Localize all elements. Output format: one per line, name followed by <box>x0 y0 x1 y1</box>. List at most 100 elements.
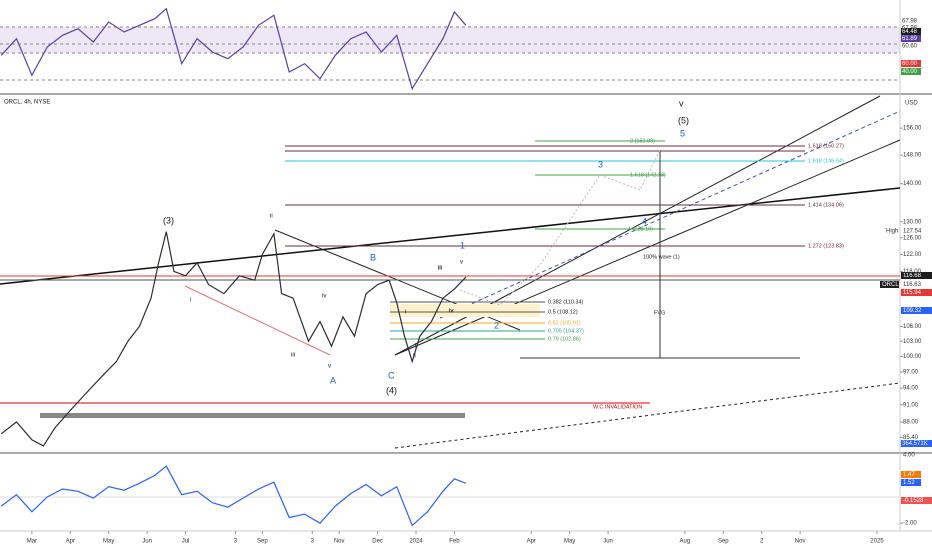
wave-label: A <box>330 375 336 385</box>
x-tick-label: Jul <box>182 539 190 545</box>
fib-label: 1.618 (142.13) <box>630 172 666 178</box>
x-tick-label: 2024 <box>409 539 423 545</box>
wave-label: 4 <box>642 216 647 226</box>
fib-label: 0.79 (102.86) <box>548 336 581 342</box>
wave-label: iv <box>449 309 453 315</box>
x-tick-label: Nov <box>334 539 345 545</box>
rsi-badge <box>901 28 921 35</box>
rsi-band <box>0 27 900 53</box>
fib-label: 2 (151.90) <box>630 138 655 144</box>
x-tick-label: Nov <box>795 539 806 545</box>
wave-label: iii <box>438 266 442 272</box>
fib-label: W.C INVALIDATION <box>593 404 642 410</box>
x-tick-label: Apr <box>527 539 536 545</box>
badge <box>901 289 932 296</box>
symbol-title: ORCL, 4h, NYSE <box>4 100 50 106</box>
x-tick-label: Sep <box>257 539 268 545</box>
wave-label: ii <box>413 354 416 360</box>
macd-label: 1.47 <box>903 472 915 478</box>
x-tick-label: 3 <box>311 539 315 545</box>
rsi-label: 60.60 <box>902 44 918 50</box>
y-tick-label: 118.00 <box>903 269 922 275</box>
fib-label: 0.382 (110.34) <box>548 299 584 305</box>
x-tick-label: 2025 <box>870 539 884 545</box>
x-tick-label: Aug <box>680 539 691 545</box>
wave-label: iii <box>291 353 295 359</box>
wave-label: (3) <box>163 215 174 225</box>
fib-label: 1.618 (146.64) <box>808 158 844 164</box>
fib-label: 1.618 (150.27) <box>808 143 844 149</box>
x-tick-label: May <box>103 539 114 545</box>
wave-label: i <box>190 298 191 304</box>
x-tick-label: Feb <box>449 539 460 545</box>
fib-label: FVG <box>654 310 665 316</box>
low-value: 115.94 <box>903 290 922 296</box>
drawings <box>0 95 901 449</box>
y-tick-label: 130.00 <box>903 219 922 225</box>
trendline <box>184 285 331 356</box>
rsi-label: 61.89 <box>902 36 918 42</box>
minor-waves: i ii iii iv v ii iii iv v i ii iii iv v <box>190 98 684 369</box>
badge <box>901 272 932 279</box>
fvg-zone <box>390 304 540 317</box>
ma-value: 109.32 <box>903 308 922 314</box>
wave-label: iv <box>322 294 326 300</box>
projection <box>459 149 661 306</box>
y-tick-label: 148.00 <box>903 153 922 159</box>
channel-line <box>439 110 901 319</box>
wave-label: v <box>679 98 684 108</box>
wave-label: B <box>370 252 376 262</box>
x-tick-label: Mar <box>27 539 37 545</box>
series-line <box>0 7 467 91</box>
x-tick-label: May <box>564 539 575 545</box>
wave-label: ii <box>270 214 273 220</box>
y-tick-label: 97.00 <box>903 370 919 376</box>
wave-label: iii <box>438 266 442 272</box>
badge <box>901 440 932 447</box>
wave-label: i <box>405 310 406 316</box>
macd-label: -0.1528 <box>903 498 924 504</box>
series-line <box>0 465 467 527</box>
fib-label: 1.272 (123.83) <box>808 243 844 249</box>
y-tick-label: -2.00 <box>903 521 917 527</box>
y-tick-label: 103.00 <box>903 339 922 345</box>
macd-label: 1.52 <box>903 480 915 486</box>
fib-label: 1.414 (134.06) <box>808 202 844 208</box>
badge <box>901 497 932 504</box>
fib-label: 1 (128.10) <box>628 226 653 232</box>
channel-line <box>394 382 901 449</box>
wave-label: iv <box>449 309 453 315</box>
x-tick-label: Sep <box>718 539 729 545</box>
wave-label: v <box>328 364 331 370</box>
x-tick-label: Dec <box>372 539 383 545</box>
rsi-badge <box>901 35 921 42</box>
series-line <box>0 231 467 447</box>
fib-label: 0.62 (105.91) <box>548 320 581 326</box>
price-value: 116.63 <box>903 282 922 288</box>
x-tick-label: Jun <box>603 539 613 545</box>
fib-label: 0.705 (104.37) <box>548 328 584 334</box>
rsi-badge <box>901 60 921 67</box>
badge <box>880 281 899 288</box>
wave-label: C <box>388 370 395 380</box>
x-tick-label: Apr <box>66 539 75 545</box>
y-tick-label: 100.00 <box>903 354 922 360</box>
y-tick-label: 94.00 <box>903 386 919 392</box>
wave-label: 1 <box>460 240 465 250</box>
wave-label: 3 <box>598 159 603 169</box>
rsi-badge <box>901 68 921 75</box>
fib-label: 100% wave (1) <box>643 254 680 260</box>
wave-label: (4) <box>386 385 397 395</box>
channel-line <box>394 139 901 356</box>
last-value: 116.68 <box>903 273 922 279</box>
y-tick-label: 156.00 <box>903 126 922 132</box>
y-tick-label: 88.00 <box>903 420 919 426</box>
y-tick-label: 140.00 <box>903 181 922 187</box>
y-tick-label: 85.40 <box>903 435 919 441</box>
x-tick-label: 3 <box>234 539 238 545</box>
rsi-label: 67.98 <box>902 19 918 25</box>
symbol-badge: ORCL <box>882 282 899 288</box>
currency: USD <box>905 101 918 107</box>
